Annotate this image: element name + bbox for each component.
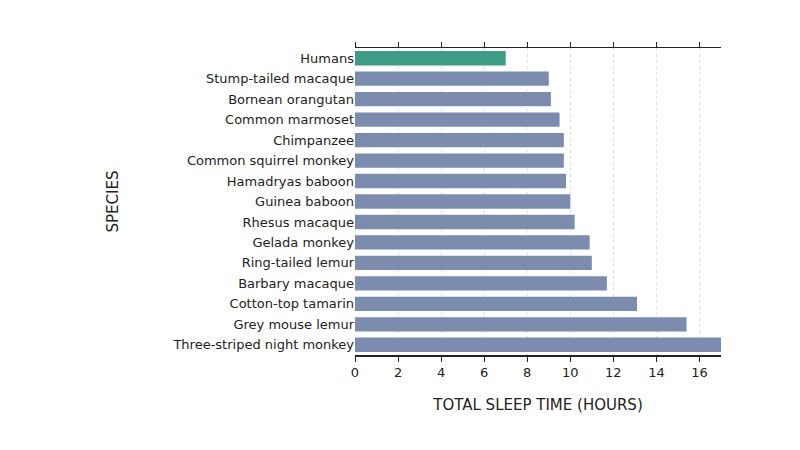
svg-text:Cotton-top tamarin: Cotton-top tamarin [230, 296, 354, 311]
svg-text:Barbary macaque: Barbary macaque [238, 276, 354, 291]
svg-text:4: 4 [437, 365, 445, 380]
svg-text:TOTAL SLEEP TIME (HOURS): TOTAL SLEEP TIME (HOURS) [432, 396, 643, 414]
svg-text:16: 16 [691, 365, 708, 380]
svg-text:Chimpanzee: Chimpanzee [273, 133, 354, 148]
svg-text:Three-striped night monkey: Three-striped night monkey [172, 337, 354, 352]
svg-text:Rhesus macaque: Rhesus macaque [243, 215, 354, 230]
svg-text:Common squirrel monkey: Common squirrel monkey [187, 153, 354, 168]
svg-text:14: 14 [648, 365, 665, 380]
svg-text:Ring-tailed lemur: Ring-tailed lemur [242, 255, 355, 270]
svg-text:Bornean orangutan: Bornean orangutan [228, 92, 354, 107]
svg-text:Gelada monkey: Gelada monkey [252, 235, 354, 250]
svg-text:0: 0 [351, 365, 359, 380]
svg-text:SPECIES: SPECIES [104, 171, 122, 233]
svg-text:Hamadryas baboon: Hamadryas baboon [227, 174, 354, 189]
svg-text:6: 6 [480, 365, 488, 380]
svg-text:Common marmoset: Common marmoset [225, 112, 354, 127]
svg-text:8: 8 [523, 365, 531, 380]
svg-text:Stump-tailed macaque: Stump-tailed macaque [206, 71, 354, 86]
svg-text:12: 12 [605, 365, 622, 380]
svg-text:Humans: Humans [300, 51, 354, 66]
svg-text:2: 2 [394, 365, 402, 380]
svg-text:Grey mouse lemur: Grey mouse lemur [233, 317, 354, 332]
svg-text:Guinea baboon: Guinea baboon [255, 194, 354, 209]
svg-text:10: 10 [562, 365, 579, 380]
